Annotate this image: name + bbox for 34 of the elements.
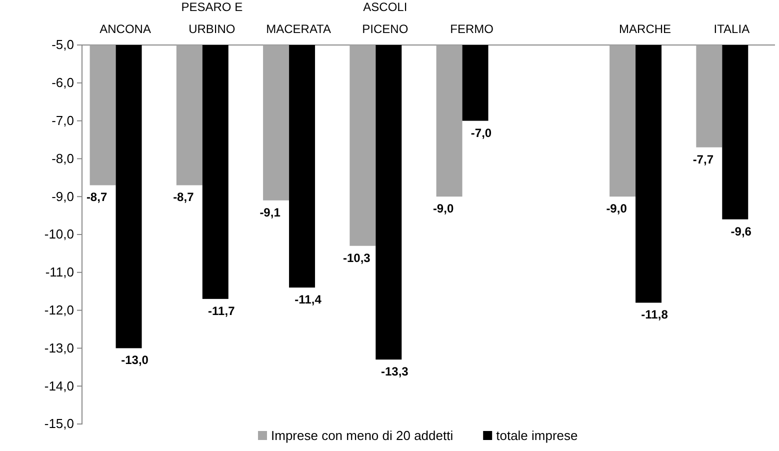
data-label: -8,7 — [173, 190, 194, 204]
y-tick-label: -5,0 — [52, 37, 74, 52]
y-tick-label: -15,0 — [44, 416, 74, 432]
y-tick-label: -6,0 — [52, 75, 74, 90]
x-tick-label: ITALIA — [714, 22, 750, 36]
data-label: -10,3 — [342, 250, 371, 265]
x-tick-label: PESARO E URBINO — [181, 0, 243, 36]
x-tick-label: MACERATA — [266, 22, 332, 36]
data-label: -8,7 — [86, 190, 108, 204]
y-tick-label: -13,0 — [44, 340, 74, 356]
y-tick-label: -10,0 — [44, 226, 74, 242]
y-tick-label: -11,0 — [45, 264, 74, 280]
data-label: -9,1 — [260, 205, 281, 220]
x-tick-label: ANCONA — [100, 22, 151, 36]
data-label: -13,3 — [380, 364, 409, 379]
data-label: -7,0 — [470, 126, 492, 140]
y-tick-label: -12,0 — [44, 302, 74, 318]
data-label: -7,7 — [692, 152, 714, 166]
data-label: -9,0 — [606, 202, 628, 216]
y-tick-label: -14,0 — [44, 378, 74, 394]
data-label: -11,4 — [294, 292, 322, 307]
y-tick-label: -9,0 — [52, 188, 74, 204]
data-label: -9,6 — [730, 224, 752, 238]
data-label: -13,0 — [121, 353, 149, 368]
data-label: -11,8 — [641, 308, 668, 322]
x-tick-label: MARCHE — [619, 22, 672, 36]
y-tick-label: -8,0 — [52, 150, 74, 166]
data-label: -11,7 — [208, 304, 236, 318]
legend-label: totale imprese — [496, 428, 578, 443]
data-label: -9,0 — [432, 202, 454, 216]
x-tick-label: ASCOLI PICENO — [362, 0, 408, 36]
legend-label: Imprese con meno di 20 addetti — [271, 428, 454, 443]
y-tick-label: -7,0 — [52, 112, 74, 128]
x-tick-label: FERMO — [450, 22, 494, 36]
